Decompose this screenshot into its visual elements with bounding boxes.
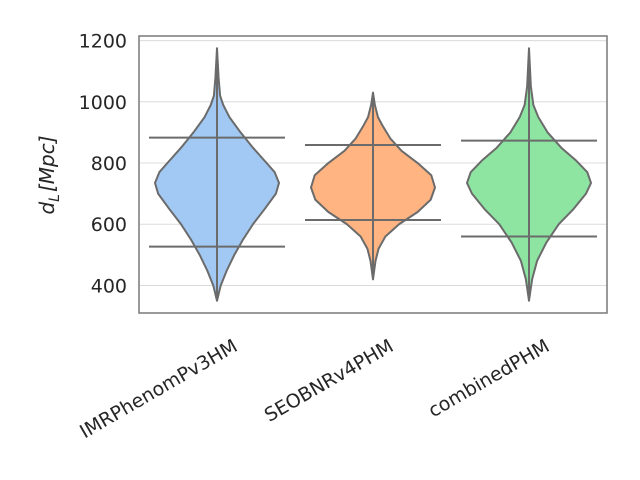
y-tick-labels: 400 600 800 1000 1200 bbox=[79, 31, 127, 298]
y-tick-label: 1000 bbox=[79, 92, 127, 114]
x-tick-label: IMRPhenomPv3HM bbox=[76, 335, 241, 443]
violins bbox=[149, 47, 597, 302]
y-axis-label-unit: [Mpc] bbox=[35, 135, 59, 192]
y-axis-label: dL[Mpc] bbox=[35, 135, 63, 214]
y-tick-label: 600 bbox=[91, 214, 127, 236]
x-tick-label: combinedPHM bbox=[425, 335, 554, 422]
y-tick-label: 800 bbox=[91, 153, 127, 175]
x-tick-labels: IMRPhenomPv3HM SEOBNRv4PHM combinedPHM bbox=[76, 335, 553, 443]
y-tick-label: 400 bbox=[91, 275, 127, 297]
y-tick-label: 1200 bbox=[79, 31, 127, 53]
x-tick-label: SEOBNRv4PHM bbox=[261, 335, 398, 427]
plot-frame bbox=[138, 35, 608, 314]
y-axis-label-subscript: L bbox=[47, 194, 63, 202]
